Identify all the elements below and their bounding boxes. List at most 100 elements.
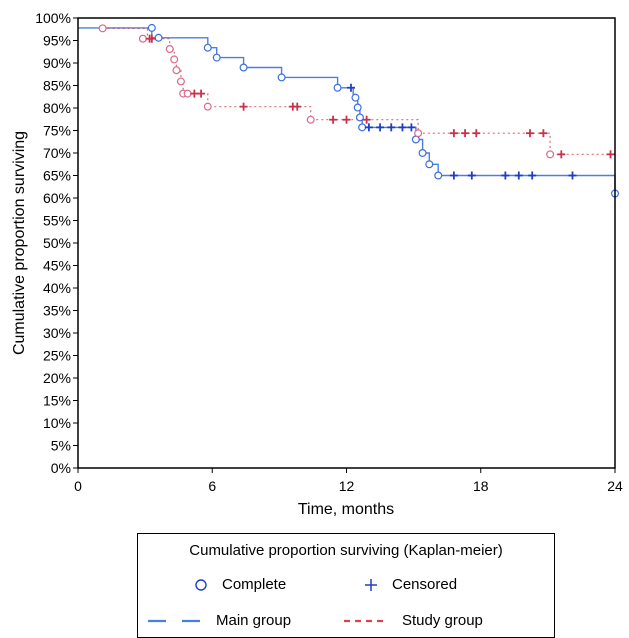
x-axis-label: Time, months — [298, 501, 394, 518]
survival-lines — [78, 27, 616, 194]
study-group-censored-marker — [239, 102, 248, 111]
x-tick-label: 0 — [74, 478, 82, 494]
y-tick-label: 60% — [43, 190, 71, 206]
study-group-censored-marker — [539, 129, 548, 138]
legend-title: Cumulative proportion surviving (Kaplan-… — [189, 542, 503, 559]
legend-main-label: Main group — [216, 612, 292, 629]
study-group-censored-marker — [525, 129, 534, 138]
dashed-line-icon — [148, 619, 202, 622]
main-group-complete-marker — [434, 171, 443, 180]
main-group-complete-marker — [333, 83, 342, 92]
main-group-complete-marker — [277, 73, 286, 82]
study-group-complete-marker — [546, 150, 555, 159]
main-group-complete-marker — [212, 53, 221, 62]
study-group-censored-marker — [190, 89, 199, 98]
axis-ticks: 0% 5% 10% 15% 20% 25% 30% 35% 40% 45% 50% 55% 60% 65%… — [35, 10, 623, 494]
main-group-complete-marker — [351, 93, 360, 102]
legend-complete: Complete — [194, 576, 286, 593]
main-group-censored-marker — [407, 123, 416, 132]
main-group-censored-marker — [387, 123, 396, 132]
y-tick-label: 20% — [43, 370, 71, 386]
legend-complete-label: Complete — [222, 576, 287, 593]
main-group-censored-marker — [376, 123, 385, 132]
y-tick-label: 40% — [43, 280, 71, 296]
study-group-censored-marker — [362, 115, 371, 124]
km-chart: 0% 5% 10% 15% 20% 25% 30% 35% 40% 45% 50% 55% 60% 65%… — [11, 10, 623, 518]
main-group-complete-marker — [203, 43, 212, 52]
study-group-complete-marker — [138, 34, 147, 43]
y-tick-label: 5% — [51, 438, 71, 454]
study-group-complete-marker — [172, 66, 181, 75]
study-group-censored-marker — [342, 115, 351, 124]
study-group-censored-marker — [557, 150, 566, 159]
y-tick-label: 85% — [43, 78, 71, 94]
main-group-censored-marker — [501, 171, 510, 180]
plot-frame — [77, 17, 616, 469]
circle-icon — [195, 578, 207, 591]
study-group-line — [102, 27, 615, 155]
main-group-complete-marker — [154, 33, 163, 42]
x-tick-label: 12 — [339, 478, 355, 494]
main-group-censored-marker — [346, 83, 355, 92]
y-axis-label: Cumulative proportion surviving — [11, 131, 28, 355]
dotted-line-icon — [344, 619, 388, 622]
study-group-complete-marker — [98, 24, 107, 33]
study-group-complete-marker — [203, 102, 212, 111]
y-tick-label: 45% — [43, 258, 71, 274]
main-group-censored-marker — [528, 171, 537, 180]
y-tick-label: 15% — [43, 393, 71, 409]
main-group-censored-marker — [514, 171, 523, 180]
x-tick-label: 18 — [473, 478, 489, 494]
y-tick-label: 10% — [43, 415, 71, 431]
main-group-censored-marker — [449, 171, 458, 180]
study-group-censored-marker — [293, 102, 302, 111]
survival-markers — [98, 23, 619, 198]
main-group-censored-marker — [364, 123, 373, 132]
y-tick-label: 0% — [51, 460, 71, 476]
legend-censored-label: Censored — [392, 576, 458, 593]
main-group-complete-marker — [353, 103, 362, 112]
legend-main: Main group — [148, 612, 291, 629]
y-tick-label: 30% — [43, 325, 71, 341]
study-group-censored-marker — [606, 150, 615, 159]
x-tick-label: 24 — [607, 478, 623, 494]
y-tick-label: 25% — [43, 348, 71, 364]
study-group-censored-marker — [461, 129, 470, 138]
study-group-censored-marker — [147, 34, 156, 43]
y-tick-label: 90% — [43, 55, 71, 71]
study-group-censored-marker — [329, 115, 338, 124]
main-group-complete-marker — [418, 149, 427, 158]
main-group-censored-marker — [568, 171, 577, 180]
main-group-complete-marker — [425, 160, 434, 169]
study-group-censored-marker — [197, 89, 206, 98]
study-group-censored-marker — [472, 129, 481, 138]
legend-study: Study group — [344, 612, 483, 629]
legend-censored: Censored — [364, 576, 457, 593]
main-group-censored-marker — [467, 171, 476, 180]
y-tick-label: 95% — [43, 33, 71, 49]
study-group-complete-marker — [183, 89, 192, 98]
main-group-line — [78, 27, 616, 194]
y-tick-label: 35% — [43, 303, 71, 319]
study-group-complete-marker — [414, 129, 423, 138]
legend-study-label: Study group — [402, 612, 483, 629]
main-group-complete-marker — [355, 113, 364, 122]
y-tick-label: 75% — [43, 123, 71, 139]
plus-icon — [365, 578, 377, 591]
main-group-complete-marker — [239, 63, 248, 72]
study-group-complete-marker — [165, 45, 174, 54]
y-tick-label: 65% — [43, 168, 71, 184]
legend: Cumulative proportion surviving (Kaplan-… — [137, 533, 555, 638]
main-group-complete-marker — [147, 23, 156, 32]
x-tick-label: 6 — [208, 478, 216, 494]
y-tick-label: 100% — [35, 10, 71, 26]
y-tick-label: 55% — [43, 213, 71, 229]
main-group-censored-marker — [398, 123, 407, 132]
study-group-censored-marker — [449, 129, 458, 138]
study-group-complete-marker — [170, 55, 179, 64]
y-tick-label: 80% — [43, 100, 71, 116]
y-tick-label: 70% — [43, 145, 71, 161]
study-group-complete-marker — [306, 115, 315, 124]
study-group-complete-marker — [176, 77, 185, 86]
main-group-complete-marker — [358, 123, 367, 132]
